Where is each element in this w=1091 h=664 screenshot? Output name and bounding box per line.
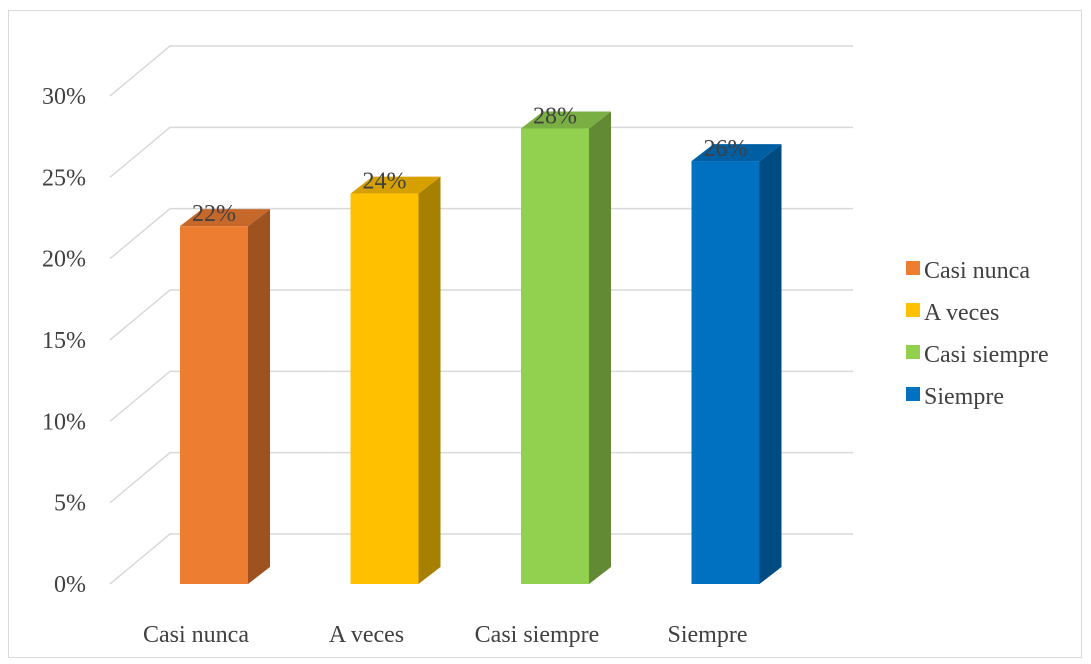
gridline (109, 289, 853, 341)
bar-front-face (521, 128, 589, 585)
data-labels: 22% 24% 28% 26% (192, 104, 748, 228)
x-axis-categories: Casi nunca A veces Casi siempre Siempre (143, 622, 747, 648)
y-axis-ticks: 0% 5% 10% 15% 20% 25% 30% (42, 84, 86, 598)
y-tick-label: 20% (42, 247, 86, 273)
bars (180, 111, 782, 585)
y-tick-label: 10% (42, 409, 86, 435)
x-category-label: Casi nunca (143, 622, 249, 648)
bar-top-face (180, 209, 270, 227)
gridline (109, 451, 853, 504)
gridline (109, 207, 853, 260)
legend-swatch (906, 345, 920, 359)
bar-side-face (589, 111, 611, 585)
legend-label: Siempre (924, 384, 1004, 410)
bar-top-face (521, 111, 611, 129)
legend-label: Casi siempre (924, 342, 1049, 368)
legend-swatch (906, 387, 920, 401)
bar-front-face (350, 193, 419, 584)
x-category-label: Siempre (668, 622, 748, 648)
bar-side-face (248, 209, 270, 584)
gridline (109, 533, 853, 585)
y-tick-label: 25% (42, 165, 86, 191)
bar-top-face (350, 176, 441, 194)
legend-swatch (906, 303, 920, 317)
legend-item: Siempre (906, 384, 1004, 410)
bar (521, 111, 611, 585)
y-tick-label: 5% (54, 491, 86, 517)
data-label: 26% (704, 136, 748, 162)
bar-front-face (691, 161, 760, 585)
legend-swatch (906, 261, 920, 275)
gridline (109, 370, 853, 422)
data-label: 28% (533, 104, 577, 130)
legend-item: A veces (906, 300, 999, 326)
x-category-label: A veces (329, 622, 404, 648)
bar (691, 144, 782, 585)
gridline (109, 45, 853, 97)
legend-item: Casi siempre (906, 342, 1049, 368)
bar-front-face (180, 226, 248, 584)
legend-label: A veces (924, 300, 999, 326)
bar (350, 176, 441, 584)
data-label: 22% (192, 201, 236, 227)
y-tick-label: 30% (42, 84, 86, 110)
y-tick-label: 0% (54, 572, 86, 598)
bar-top-face (691, 144, 782, 162)
y-tick-label: 15% (42, 328, 86, 354)
bar-side-face (418, 176, 441, 584)
bar-side-face (759, 144, 782, 585)
x-category-label: Casi siempre (475, 622, 600, 648)
gridlines (109, 45, 853, 585)
data-label: 24% (363, 169, 407, 195)
legend-item: Casi nunca (906, 258, 1030, 284)
gridline (109, 126, 853, 178)
legend: Casi nunca A veces Casi siempre Siempre (906, 258, 1049, 410)
legend-label: Casi nunca (924, 258, 1030, 284)
bar (180, 209, 270, 584)
